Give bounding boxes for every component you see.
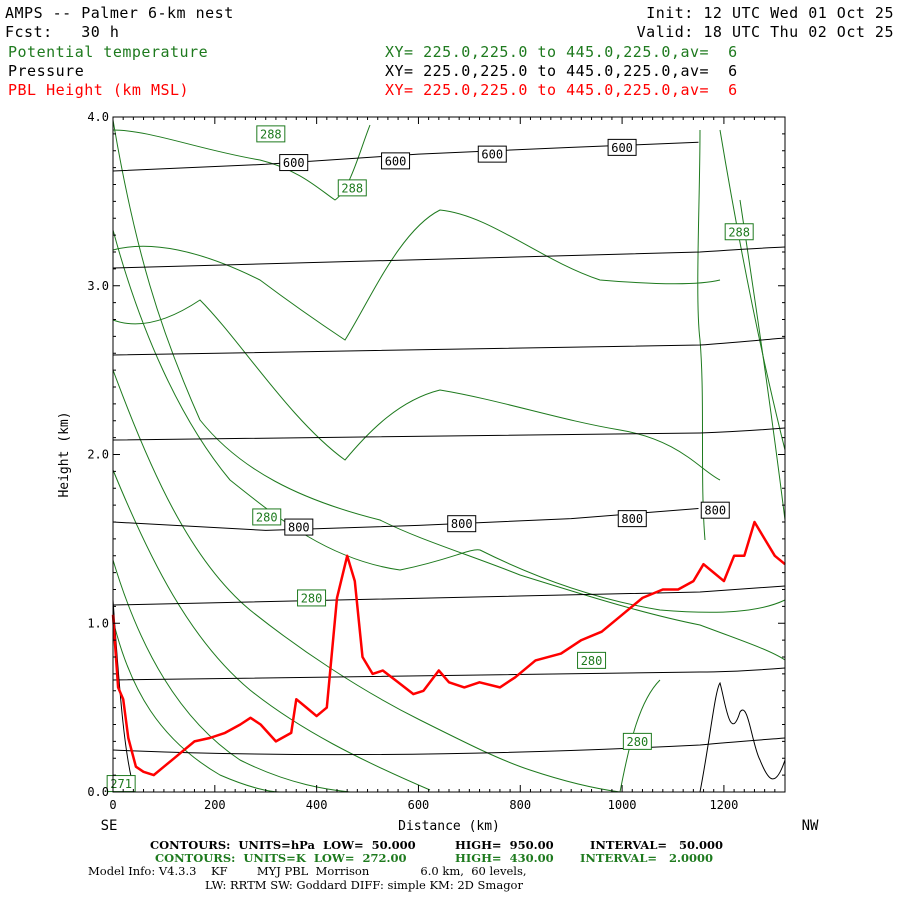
footer-theta-contours: CONTOURS: UNITS=K LOW= 272.00 [155, 851, 407, 865]
theta-contour-9 [112, 124, 371, 201]
y-tick-label: 4.0 [87, 110, 109, 124]
footer-model-info: Model Info: V4.3.3 KF MYJ PBL Morrison 6… [88, 864, 527, 878]
footer-pressure-contours: CONTOURS: UNITS=hPa LOW= 50.000 [150, 838, 416, 852]
pressure-label-box [279, 154, 309, 172]
init-time: Init: 12 UTC Wed 01 Oct 25 [646, 4, 894, 22]
pressure-contour-0.3 [112, 737, 786, 756]
theta-label: 280 [627, 735, 649, 749]
y-axis-label: Height (km) [57, 411, 72, 497]
x-end-right-label: NW [802, 818, 819, 834]
pressure-label-box [284, 518, 314, 536]
x-tick-label: 0 [109, 798, 116, 812]
theta-contours [112, 119, 786, 793]
x-end-left-label: SE [101, 818, 118, 834]
pressure-contour-2.6 [112, 337, 786, 356]
theta-contour-3 [112, 369, 621, 793]
theta-label: 271 [110, 777, 132, 791]
theta-contour-8 [112, 209, 721, 341]
theta-label: 288 [341, 181, 363, 195]
theta-label-box [724, 223, 754, 241]
pressure-label: 600 [611, 141, 633, 155]
pressure-label-box [447, 515, 477, 533]
footer-theta-interval: INTERVAL= 2.0000 [580, 851, 714, 865]
theta-contour-11 [697, 129, 706, 541]
x-tick-label: 200 [204, 798, 226, 812]
theta-contour-6 [112, 619, 281, 793]
theta-label-box [256, 125, 286, 143]
theta-contour-7 [112, 299, 721, 481]
theta-label: 280 [256, 510, 278, 524]
theta-contour-2 [112, 229, 786, 613]
x-tick-label: 1000 [608, 798, 637, 812]
theta-label-box [252, 508, 282, 526]
pbl-height-line [111, 520, 786, 777]
y-tick-label: 0.0 [87, 785, 109, 799]
field-xy-theta: XY= 225.0,225.0 to 445.0,225.0,av= 6 [385, 43, 738, 61]
pressure-contour-3.1 [112, 246, 786, 269]
pressure-contour-0.7 [112, 667, 786, 681]
y-tick-label: 2.0 [87, 448, 109, 462]
footer-theta-high: HIGH= 430.00 [455, 851, 554, 865]
x-axis-label: Distance (km) [398, 819, 500, 834]
valid-time: Valid: 18 UTC Thu 02 Oct 25 [636, 23, 894, 41]
pressure-label-box [700, 501, 730, 519]
y-tick-label: 1.0 [87, 616, 109, 630]
pressure-contour-800 [112, 508, 699, 531]
x-tick-label: 600 [408, 798, 430, 812]
field-xy-pressure: XY= 225.0,225.0 to 445.0,225.0,av= 6 [385, 62, 738, 80]
field-xy-pbl: XY= 225.0,225.0 to 445.0,225.0,av= 6 [385, 81, 738, 99]
footer-pressure-interval: INTERVAL= 50.000 [590, 838, 724, 852]
pressure-label-box [381, 152, 411, 170]
pressure-label: 600 [283, 156, 305, 170]
theta-contour-12 [719, 129, 786, 451]
field-name-theta: Potential temperature [8, 43, 209, 61]
pressure-contour-2.1 [112, 427, 786, 441]
footer-physics: LW: RRTM SW: Goddard DIFF: simple KM: 2D… [205, 878, 523, 892]
theta-label-box [337, 179, 367, 197]
pressure-terrain-left [112, 599, 136, 793]
pressure-label: 800 [451, 517, 473, 531]
theta-label: 288 [728, 225, 750, 239]
forecast-hour: Fcst: 30 h [5, 23, 120, 41]
theta-label: 280 [581, 654, 603, 668]
theta-label: 280 [301, 591, 323, 605]
field-name-pbl: PBL Height (km MSL) [8, 81, 190, 99]
field-name-pressure: Pressure [8, 62, 85, 80]
x-tick-label: 400 [306, 798, 328, 812]
theta-contour-4 [112, 469, 431, 791]
pressure-label: 800 [288, 521, 310, 535]
pressure-contour-1.1 [112, 585, 786, 606]
theta-label-box [297, 589, 327, 607]
theta-label-box [577, 651, 607, 669]
pressure-label: 800 [621, 512, 643, 526]
pressure-label: 600 [481, 148, 503, 162]
pressure-label: 800 [704, 504, 726, 518]
theta-contour-10 [619, 679, 661, 793]
x-tick-label: 800 [509, 798, 531, 812]
pressure-terrain-right [699, 681, 786, 793]
pressure-label-box [607, 138, 637, 156]
chart-title: AMPS -- Palmer 6-km nest [5, 4, 234, 22]
x-tick-label: 1200 [709, 798, 738, 812]
footer-pressure-high: HIGH= 950.00 [455, 838, 554, 852]
y-tick-label: 3.0 [87, 279, 109, 293]
pressure-label: 600 [385, 154, 407, 168]
theta-label: 288 [260, 127, 282, 141]
theta-label-box [622, 732, 652, 750]
theta-contour-1 [112, 119, 786, 661]
pressure-label-box [617, 510, 647, 528]
theta-contour-5 [112, 559, 351, 793]
pressure-label-box [477, 145, 507, 163]
